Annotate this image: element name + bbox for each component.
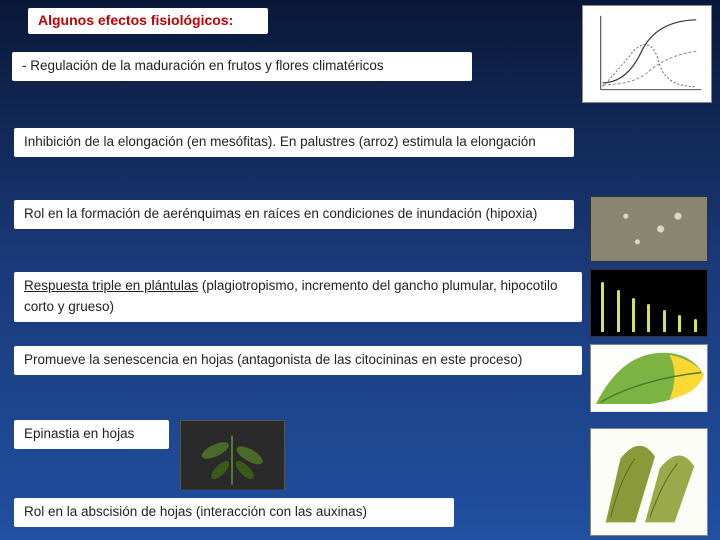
item-text-2: Inhibición de la elongación (en mesófita… (24, 134, 536, 149)
item-box-4: Respuesta triple en plántulas (plagiotro… (14, 272, 582, 322)
item-text-1: - Regulación de la maduración en frutos … (22, 58, 384, 73)
image-leaf-senescence (590, 344, 708, 412)
seedling (601, 282, 604, 332)
item-5-lead: Promueve la senescencia en hojas (24, 352, 233, 367)
chart-svg (583, 6, 711, 102)
item-text-7: Rol en la abscisión de hojas (interacció… (24, 504, 367, 519)
title-box: Algunos efectos fisiológicos: (28, 8, 268, 34)
image-triple-response (590, 269, 708, 337)
seedling (617, 290, 620, 332)
image-epinastia (180, 420, 285, 490)
chart-climacteric (582, 5, 712, 103)
item-text-3: Rol en la formación de aerénquimas en ra… (24, 206, 537, 221)
item-4-lead: Respuesta triple en plántulas (24, 278, 198, 293)
slide-title: Algunos efectos fisiológicos: (38, 12, 233, 28)
item-box-1: - Regulación de la maduración en frutos … (12, 52, 472, 81)
abscision-svg (591, 429, 707, 535)
seedling (694, 319, 697, 332)
item-text-6: Epinastia en hojas (24, 426, 134, 441)
epinastia-svg (181, 421, 284, 490)
item-text-4: Respuesta triple en plántulas (plagiotro… (24, 278, 558, 314)
leaf-svg (591, 345, 707, 412)
seedling (647, 304, 650, 332)
item-box-2: Inhibición de la elongación (en mesófita… (14, 128, 574, 157)
image-abscision (590, 428, 708, 536)
item-box-5: Promueve la senescencia en hojas (antago… (14, 346, 582, 375)
image-aerenchyma (590, 196, 708, 262)
item-box-7: Rol en la abscisión de hojas (interacció… (14, 498, 454, 527)
item-text-5: Promueve la senescencia en hojas (antago… (24, 352, 522, 367)
item-box-3: Rol en la formación de aerénquimas en ra… (14, 200, 574, 229)
seedling (632, 298, 635, 332)
seedling (663, 310, 666, 332)
item-5-rest: (antagonista de las citocininas en este … (233, 352, 522, 367)
seedling (678, 315, 681, 332)
item-box-6: Epinastia en hojas (14, 420, 169, 449)
